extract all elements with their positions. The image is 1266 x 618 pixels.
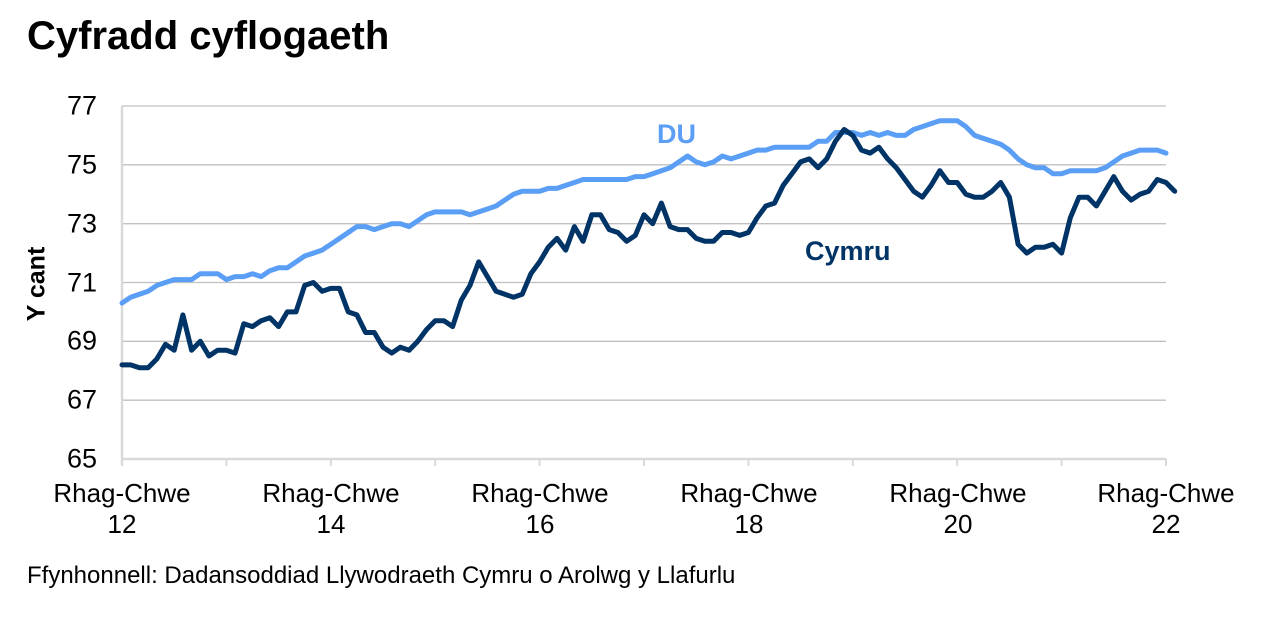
y-tick: 73 [66,208,97,239]
x-tick-line2: 16 [525,509,555,539]
y-tick: 67 [66,384,97,415]
source-note: Ffynhonnell: Dadansoddiad Llywodraeth Cy… [27,562,736,589]
x-tick-line1: Rhag-Chwe [889,478,1027,508]
x-tick: Rhag-Chwe 18 [659,478,839,540]
y-tick: 71 [66,267,97,298]
gridlines [122,105,1166,401]
x-tick-line1: Rhag-Chwe [262,478,400,508]
cymru-series-label: Cymru [805,236,891,266]
axes [120,106,1167,466]
x-tick: Rhag-Chwe 12 [32,478,212,540]
x-tick-line1: Rhag-Chwe [1097,478,1235,508]
x-tick-line2: 20 [943,509,973,539]
x-tick-line2: 18 [734,509,764,539]
du-series-label: DU [657,119,696,149]
x-tick: Rhag-Chwe 16 [450,478,630,540]
y-tick: 75 [66,149,97,180]
x-tick: Rhag-Chwe 14 [241,478,421,540]
x-tick-line2: 14 [316,509,346,539]
x-tick-line1: Rhag-Chwe [471,478,609,508]
y-tick: 65 [66,443,97,474]
chart-title: Cyfradd cyflogaeth [27,14,390,58]
x-tick-line2: 22 [1151,509,1181,539]
du-series-line [119,118,1169,306]
x-tick: Rhag-Chwe 20 [868,478,1048,540]
x-tick: Rhag-Chwe 22 [1076,478,1256,540]
y-tick: 77 [66,90,97,121]
y-tick: 69 [66,325,97,356]
x-tick-line2: 12 [107,509,137,539]
x-tick-line1: Rhag-Chwe [53,478,191,508]
cymru-series-line [119,127,1178,371]
x-tick-line1: Rhag-Chwe [680,478,818,508]
